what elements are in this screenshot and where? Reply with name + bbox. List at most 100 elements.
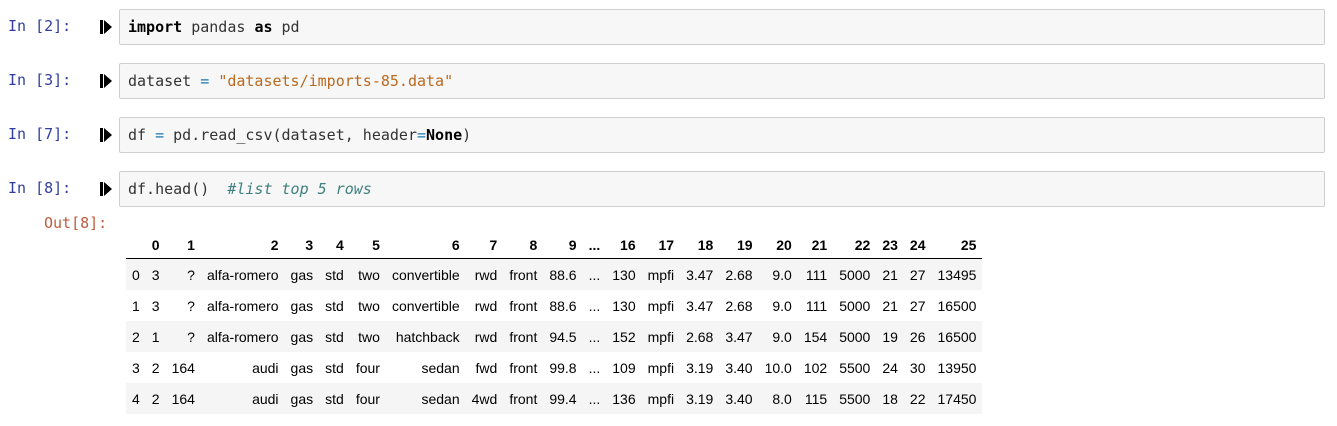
row-index: 1 (132, 297, 140, 314)
table-cell: 111 (805, 297, 828, 314)
table-cell: front (509, 359, 538, 376)
column-header: 2 (200, 232, 285, 259)
column-header: 9 (543, 232, 583, 259)
table-cell: 9.0 (772, 266, 792, 283)
table-cell: gas (290, 266, 314, 283)
table-cell: ? (187, 328, 195, 345)
table-cell: gas (290, 297, 314, 314)
table-cell: sedan (421, 359, 460, 376)
table-cell: 164 (171, 359, 195, 376)
table-cell: 3 (151, 297, 160, 314)
table-cell: convertible (391, 266, 460, 283)
column-header: 23 (876, 232, 904, 259)
table-cell: hatchback (395, 328, 460, 345)
table-cell: 21 (882, 266, 898, 283)
table-cell: ... (588, 390, 601, 407)
table-cell: 2.68 (725, 266, 753, 283)
table-cell: 17450 (937, 390, 977, 407)
output-prompt: Out[8]: (44, 214, 108, 232)
code-input[interactable]: import pandas as pd (119, 9, 1325, 45)
table-cell: 9.0 (772, 328, 792, 345)
code-cell-2[interactable]: In [3]: dataset = "datasets/imports-85.d… (0, 63, 1337, 103)
table-cell: 18 (882, 390, 898, 407)
table-cell: 154 (803, 328, 828, 345)
table-cell: std (325, 266, 344, 283)
code-text: import pandas as pd (128, 18, 300, 36)
table-row: 4 2 164 audi gas std four sedan 4wd front 99.4... 1… (126, 383, 983, 414)
input-prompt: In [8]: (8, 179, 72, 197)
table-cell: 3.47 (725, 328, 753, 345)
table-cell: gas (290, 390, 314, 407)
table-header-row: 0 1 2 3 4 5 6 7 8 9... 16 17 18 19 20 21 22 23 24 25 (126, 232, 983, 259)
column-header: 0 (145, 232, 166, 259)
table-cell: std (325, 297, 344, 314)
code-cell-1[interactable]: In [2]: import pandas as pd (0, 9, 1337, 49)
table-cell: std (325, 390, 344, 407)
table-cell: 21 (882, 297, 898, 314)
table-cell: 99.8 (549, 359, 577, 376)
table-cell: four (355, 359, 380, 376)
table-cell: 3.19 (686, 390, 714, 407)
row-index: 2 (132, 328, 140, 345)
column-header: 4 (319, 232, 350, 259)
table-cell: convertible (391, 297, 460, 314)
table-cell: 13950 (937, 359, 977, 376)
table-cell: rwd (474, 266, 498, 283)
table-cell: 5000 (839, 266, 871, 283)
table-cell: front (509, 297, 538, 314)
table-cell: 3 (151, 266, 160, 283)
table-cell: ? (187, 266, 195, 283)
table-cell: 30 (909, 359, 926, 376)
table-cell: front (509, 266, 538, 283)
column-header: 24 (903, 232, 932, 259)
table-cell: fwd (475, 359, 498, 376)
table-cell: 3.40 (725, 359, 753, 376)
column-header: 7 (465, 232, 504, 259)
table-cell: 27 (909, 266, 926, 283)
code-text: df = pd.read_csv(dataset, header=None) (128, 126, 472, 144)
column-header: 18 (680, 232, 720, 259)
code-input[interactable]: dataset = "datasets/imports-85.data" (119, 63, 1325, 99)
code-input[interactable]: df = pd.read_csv(dataset, header=None) (119, 117, 1325, 153)
column-header: ... (582, 232, 607, 259)
row-index: 3 (132, 359, 140, 376)
table-cell: 102 (803, 359, 828, 376)
column-header: 20 (758, 232, 798, 259)
table-cell: 26 (909, 328, 926, 345)
table-cell: alfa-romero (206, 266, 279, 283)
table-cell: 99.4 (549, 390, 577, 407)
table-cell: mpfi (647, 266, 675, 283)
run-cell-icon[interactable] (100, 128, 112, 142)
code-input[interactable]: df.head() #list top 5 rows (119, 171, 1325, 207)
table-cell: audi (252, 359, 279, 376)
table-cell: 164 (171, 390, 195, 407)
table-cell: gas (290, 359, 314, 376)
table-cell: 5000 (839, 328, 871, 345)
table-cell: front (509, 328, 538, 345)
table-cell: 4wd (471, 390, 498, 407)
row-index: 0 (132, 266, 140, 283)
table-cell: 27 (909, 297, 926, 314)
table-row: 1 3? alfa-romero gas std two convertible rwd fro… (126, 290, 983, 321)
column-header: 22 (833, 232, 877, 259)
table-cell: 136 (612, 390, 636, 407)
table-cell: mpfi (647, 390, 675, 407)
table-cell: 88.6 (549, 297, 577, 314)
run-cell-icon[interactable] (100, 182, 112, 196)
table-cell: alfa-romero (206, 328, 279, 345)
run-cell-icon[interactable] (100, 20, 112, 34)
table-cell: 5500 (839, 359, 871, 376)
table-cell: two (358, 328, 380, 345)
table-cell: sedan (421, 390, 460, 407)
code-cell-4[interactable]: In [8]: df.head() #list top 5 rows (0, 171, 1337, 211)
table-cell: ? (187, 297, 195, 314)
code-text: dataset = "datasets/imports-85.data" (128, 72, 454, 90)
table-cell: 3.19 (686, 359, 714, 376)
code-cell-3[interactable]: In [7]: df = pd.read_csv(dataset, header… (0, 117, 1337, 157)
run-cell-icon[interactable] (100, 74, 112, 88)
table-cell: rwd (474, 328, 498, 345)
table-cell: mpfi (647, 359, 675, 376)
table-cell: 16500 (937, 328, 977, 345)
column-header: 3 (284, 232, 320, 259)
table-cell: two (358, 297, 380, 314)
